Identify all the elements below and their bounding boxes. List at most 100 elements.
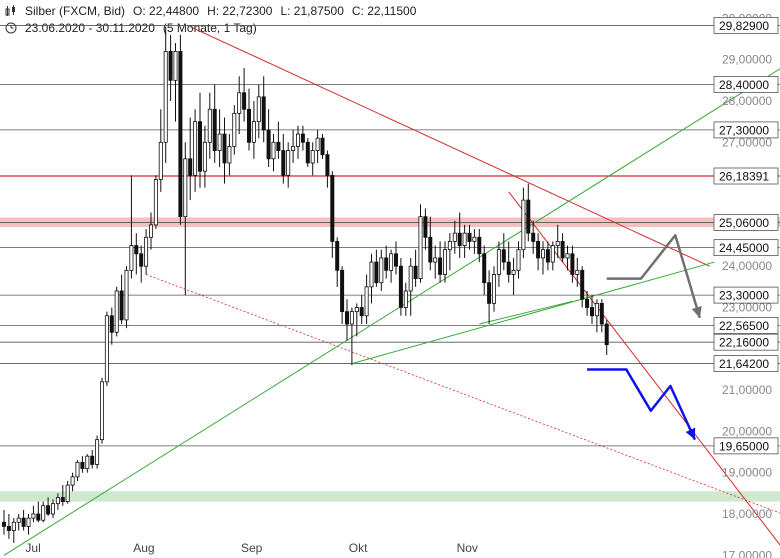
candle-body bbox=[261, 96, 266, 131]
candle bbox=[570, 245, 575, 283]
candle bbox=[418, 204, 423, 283]
candle bbox=[31, 505, 36, 523]
candle-body bbox=[531, 232, 536, 242]
candle-body bbox=[16, 517, 21, 523]
candle-body bbox=[340, 269, 345, 313]
candle bbox=[359, 295, 364, 325]
candle bbox=[21, 509, 26, 531]
candle bbox=[501, 233, 506, 271]
candle bbox=[2, 509, 7, 535]
candle-body bbox=[325, 154, 330, 176]
candle bbox=[482, 245, 487, 296]
candle-body bbox=[472, 236, 477, 242]
candle bbox=[413, 249, 418, 287]
level-label-8: 22,16000 bbox=[719, 336, 769, 350]
candle bbox=[202, 125, 207, 188]
level-label-0: 29,82900 bbox=[719, 19, 769, 33]
candle bbox=[604, 319, 609, 355]
candle-body bbox=[393, 253, 398, 267]
candle bbox=[276, 121, 281, 159]
candle-body bbox=[109, 315, 114, 333]
level-label-10: 19,65000 bbox=[719, 439, 769, 453]
candle bbox=[139, 245, 144, 283]
candle bbox=[330, 171, 335, 258]
candle-body bbox=[496, 249, 501, 275]
candle-body bbox=[423, 216, 428, 238]
candle-body bbox=[256, 96, 261, 123]
gray-forecast-arrow-head bbox=[691, 305, 702, 318]
candle bbox=[477, 229, 482, 263]
candle bbox=[227, 134, 232, 176]
candle bbox=[119, 274, 124, 325]
candle bbox=[315, 129, 320, 163]
candle-body bbox=[521, 199, 526, 251]
candle-body bbox=[227, 146, 232, 164]
candle-body bbox=[501, 249, 506, 263]
candle-body bbox=[114, 290, 119, 333]
candle bbox=[442, 241, 447, 283]
candle bbox=[335, 237, 340, 287]
candle-body bbox=[335, 241, 340, 271]
candle-body bbox=[207, 108, 212, 143]
level-box-7 bbox=[713, 317, 779, 334]
candle bbox=[237, 76, 242, 135]
x-tick-label: Aug bbox=[133, 541, 154, 555]
candle bbox=[41, 501, 46, 523]
candle-body bbox=[183, 158, 188, 218]
candle bbox=[379, 249, 384, 291]
candle-body bbox=[511, 269, 516, 275]
candle bbox=[526, 183, 531, 242]
candle bbox=[144, 229, 149, 275]
candle bbox=[310, 142, 315, 176]
candle-body bbox=[398, 265, 403, 308]
level-box-0 bbox=[713, 17, 779, 34]
candle-body bbox=[31, 513, 36, 519]
period: (5 Monate, 1 Tag) bbox=[162, 21, 257, 35]
candle-body bbox=[70, 476, 75, 486]
candle-body bbox=[364, 286, 369, 317]
candle bbox=[550, 241, 555, 271]
candle-body bbox=[369, 261, 374, 288]
candle-body bbox=[555, 241, 560, 246]
candle bbox=[594, 299, 599, 333]
candle bbox=[433, 245, 438, 279]
candle bbox=[109, 307, 114, 345]
level-label-6: 23,30000 bbox=[719, 289, 769, 303]
candle bbox=[521, 187, 526, 258]
candle bbox=[384, 245, 389, 279]
candle bbox=[193, 109, 198, 192]
level-box-1 bbox=[713, 76, 779, 93]
candle bbox=[207, 92, 212, 159]
candle bbox=[168, 34, 173, 101]
candle-body bbox=[344, 311, 349, 325]
candle bbox=[398, 257, 403, 316]
candle bbox=[369, 253, 374, 304]
candle bbox=[393, 241, 398, 275]
gray-forecast-arrow-path bbox=[606, 233, 701, 319]
candle-body bbox=[330, 174, 335, 242]
level-label-2: 27,30000 bbox=[719, 123, 769, 137]
candle-body bbox=[237, 92, 242, 114]
candle-body bbox=[139, 253, 144, 267]
candle-body bbox=[384, 257, 389, 271]
symbol-name: Silber (FXCM, Bid) bbox=[25, 4, 126, 18]
level-label-1: 28,40000 bbox=[719, 78, 769, 92]
candle-body bbox=[452, 232, 457, 242]
candle bbox=[580, 266, 585, 308]
y-tick-label: 28,00000 bbox=[722, 94, 772, 108]
level-label-7: 22,56500 bbox=[719, 319, 769, 333]
candle-body bbox=[281, 150, 286, 176]
candle bbox=[354, 303, 359, 337]
candle-body bbox=[428, 236, 433, 263]
candle bbox=[197, 92, 202, 188]
candle bbox=[26, 514, 31, 535]
candle-body bbox=[129, 245, 134, 271]
candle-body bbox=[310, 150, 315, 164]
candle bbox=[242, 67, 247, 122]
trendline-0 bbox=[189, 26, 710, 267]
candle-body bbox=[418, 216, 423, 279]
blue-forecast-arrow-head bbox=[685, 427, 696, 440]
candle bbox=[305, 138, 310, 168]
candle-body bbox=[570, 253, 575, 275]
